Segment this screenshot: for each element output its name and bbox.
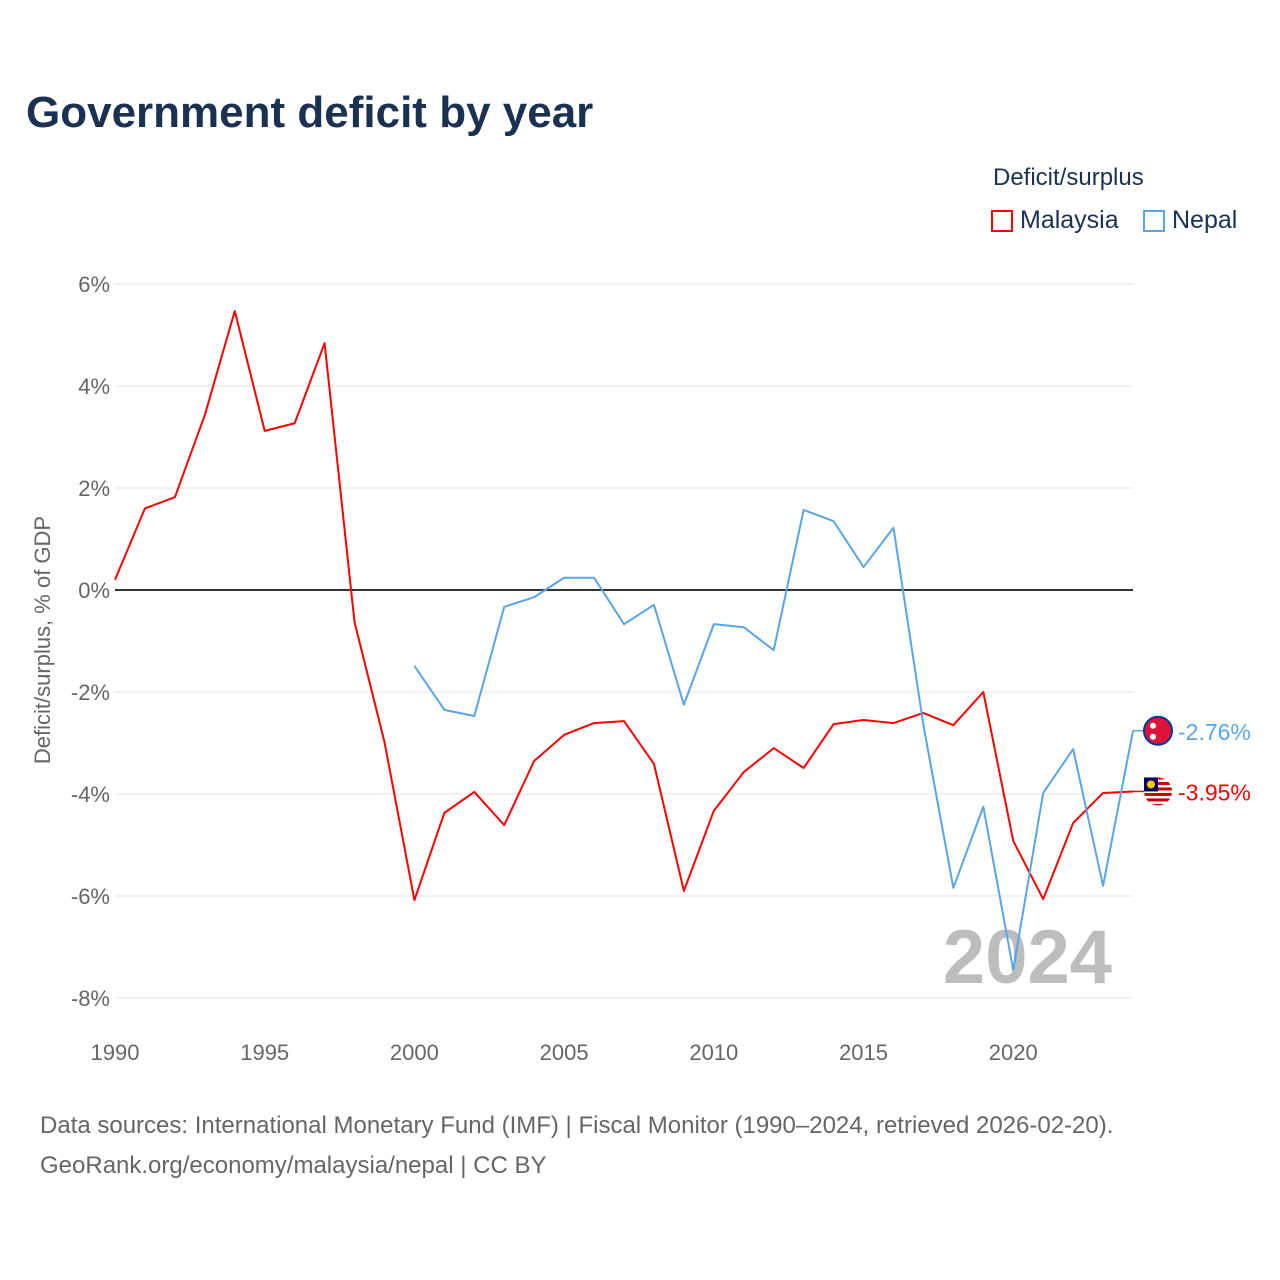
end-value-label-malaysia: -3.95% (1178, 779, 1251, 805)
x-tick-label: 1990 (91, 1040, 140, 1065)
y-tick-label: -4% (71, 782, 110, 807)
end-value-label-nepal: -2.76% (1178, 719, 1251, 745)
malaysia-flag-crescent (1147, 780, 1155, 789)
y-tick-label: 4% (78, 374, 110, 399)
x-tick-label: 1995 (240, 1040, 289, 1065)
y-tick-label: 6% (78, 272, 110, 297)
source-line-1: Data sources: International Monetary Fun… (40, 1112, 1114, 1139)
x-tick-label: 2020 (989, 1040, 1038, 1065)
y-tick-label: -2% (71, 680, 110, 705)
series-line-nepal (413, 508, 1134, 971)
y-tick-label: -8% (71, 986, 110, 1011)
legend-swatch-nepal (1143, 209, 1165, 232)
legend-label-malaysia: Malaysia (1020, 206, 1119, 234)
x-tick-label: 2015 (839, 1040, 888, 1065)
y-tick-label: 2% (78, 476, 110, 501)
x-tick-label: 2005 (540, 1040, 589, 1065)
legend-title: Deficit/surplus (993, 164, 1144, 191)
nepal-flag-icon (1143, 715, 1173, 746)
nepal-flag-moon (1150, 722, 1156, 729)
malaysia-flag-stripe (1144, 801, 1172, 804)
x-tick-label: 2000 (390, 1040, 439, 1065)
x-tick-label: 2010 (689, 1040, 738, 1065)
source-note: Data sources: International Monetary Fun… (40, 1106, 1113, 1186)
y-tick-label: -6% (71, 884, 110, 909)
legend-label-nepal: Nepal (1172, 206, 1238, 234)
malaysia-flag-stripe (1144, 790, 1172, 793)
legend-swatch-malaysia (991, 209, 1013, 232)
malaysia-flag-stripe (1144, 795, 1172, 799)
y-axis-title: Deficit/surplus, % of GDP (30, 516, 55, 764)
year-watermark: 2024 (943, 915, 1112, 1000)
legend-item-nepal[interactable]: Nepal (1143, 206, 1237, 235)
series-line-malaysia (114, 310, 1134, 902)
source-line-2: GeoRank.org/economy/malaysia/nepal | CC … (40, 1152, 547, 1179)
nepal-flag-sun (1150, 733, 1156, 740)
y-tick-label: 0% (78, 578, 110, 603)
chart-title: Government deficit by year (26, 88, 594, 137)
legend-item-malaysia[interactable]: Malaysia (991, 206, 1119, 235)
